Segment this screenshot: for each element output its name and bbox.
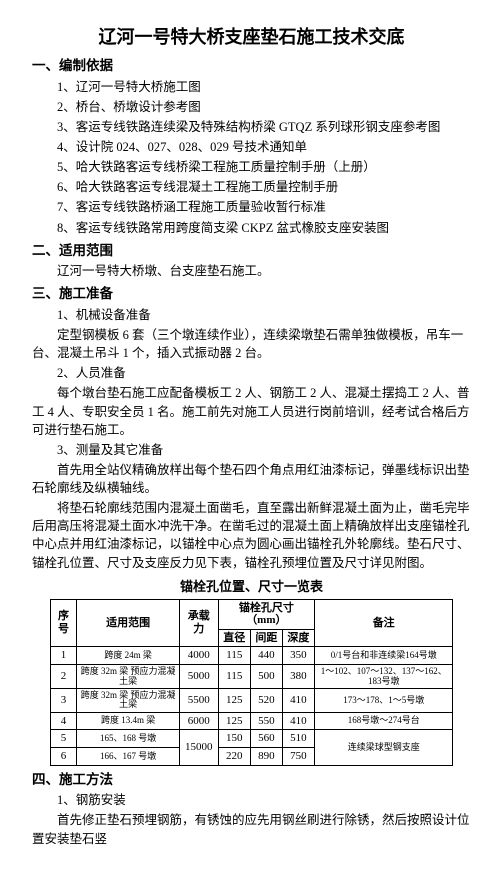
cell: 890 [250,748,282,766]
cell: 2 [50,665,77,689]
cell: 5 [50,730,77,748]
cell: 15000 [179,730,218,765]
th-remark: 备注 [314,599,452,647]
s3-body3a: 首先用全站仪精确放样出每个垫石四个角点用红油漆标记，弹墨线标识出垫石轮廓线及纵横… [32,461,471,497]
cell: 4000 [179,647,218,665]
cell: 440 [250,647,282,665]
cell: 500 [250,665,282,689]
section-heading-4: 四、施工方法 [32,770,471,790]
cell: 5000 [179,665,218,689]
s1-item: 6、哈大铁路客运专线混凝土工程施工质量控制手册 [57,178,471,196]
s4-body1: 首先修正垫石预埋钢筋，有锈蚀的应先用钢丝刷进行除锈，然后按照设计位置安装垫石竖 [32,811,471,847]
cell: 410 [282,712,314,730]
s3-body1: 定型钢模板 6 套（三个墩连续作业），连续梁墩垫石需单独做模板，吊车一台、混凝土… [32,326,471,362]
th-cap: 承载力 [179,599,218,647]
s1-item: 1、辽河一号特大桥施工图 [57,78,471,96]
cell: 520 [250,688,282,712]
cell: 跨度 32m 梁 预应力混凝土梁 [77,665,179,689]
th-bolt: 锚栓孔尺寸（mm） [218,599,314,629]
s2-body: 辽河一号特大桥墩、台支座垫石施工。 [57,262,471,280]
cell: 166、167 号墩 [77,748,179,766]
s1-item: 8、客运专线铁路常用跨度简支梁 CKPZ 盆式橡胶支座安装图 [57,219,471,237]
cell: 173～178、1～5号墩 [314,688,452,712]
section-heading-2: 二、适用范围 [32,241,471,261]
s1-item: 3、客运专线铁路连续梁及特殊结构桥梁 GTQZ 系列球形钢支座参考图 [57,118,471,136]
s1-item: 5、哈大铁路客运专线桥梁工程施工质量控制手册（上册） [57,158,471,176]
cell: 6000 [179,712,218,730]
th-scope: 适用范围 [77,599,179,647]
cell: 220 [218,748,250,766]
cell: 3 [50,688,77,712]
cell: 125 [218,712,250,730]
cell: 410 [282,688,314,712]
cell: 5500 [179,688,218,712]
s3-sub1: 1、机械设备准备 [57,306,471,324]
table-row: 3 跨度 32m 梁 预应力混凝土梁 5500 125 520 410 173～… [50,688,453,712]
cell: 380 [282,665,314,689]
cell: 1 [50,647,77,665]
table-title: 锚栓孔位置、尺寸一览表 [32,578,471,597]
th-gap: 间距 [250,629,282,647]
cell: 168号墩～274号台 [314,712,452,730]
cell: 115 [218,665,250,689]
cell: 350 [282,647,314,665]
cell: 550 [250,712,282,730]
table-row: 1 跨度 24m 梁 4000 115 440 350 0/1号台和非连续梁16… [50,647,453,665]
s3-body2: 每个墩台垫石施工应配备模板工 2 人、钢筋工 2 人、混凝土摆捣工 2 人、普工… [32,384,471,438]
cell: 6 [50,748,77,766]
s4-sub1: 1、钢筋安装 [57,791,471,809]
s3-sub2: 2、人员准备 [57,364,471,382]
cell: 连续梁球型钢支座 [314,730,452,765]
s3-body3b: 将垫石轮廓线范围内混凝土面凿毛，直至露出新鲜混凝土面为止，凿毛完毕后用高压将混凝… [32,499,471,572]
cell: 跨度 13.4m 梁 [77,712,179,730]
section-heading-3: 三、施工准备 [32,284,471,304]
cell: 0/1号台和非连续梁164号墩 [314,647,452,665]
cell: 4 [50,712,77,730]
cell: 150 [218,730,250,748]
s1-item: 4、设计院 024、027、028、029 号技术通知单 [57,138,471,156]
s1-item: 2、桥台、桥墩设计参考图 [57,98,471,116]
th-dia: 直径 [218,629,250,647]
cell: 跨度 32m 梁 预应力混凝土梁 [77,688,179,712]
s3-sub3: 3、测量及其它准备 [57,441,471,459]
s1-item: 7、客运专线铁路桥涵工程施工质量验收暂行标准 [57,198,471,216]
th-seq: 序号 [50,599,77,647]
table-row: 4 跨度 13.4m 梁 6000 125 550 410 168号墩～274号… [50,712,453,730]
cell: 跨度 24m 梁 [77,647,179,665]
cell: 1～102、107～132、137～162、183号墩 [314,665,452,689]
table-row: 5 165、168 号墩 15000 150 560 510 连续梁球型钢支座 [50,730,453,748]
page-title: 辽河一号特大桥支座垫石施工技术交底 [32,24,471,50]
table-row: 2 跨度 32m 梁 预应力混凝土梁 5000 115 500 380 1～10… [50,665,453,689]
section-heading-1: 一、编制依据 [32,56,471,76]
cell: 115 [218,647,250,665]
cell: 560 [250,730,282,748]
anchor-table: 序号 适用范围 承载力 锚栓孔尺寸（mm） 备注 直径 间距 深度 1 跨度 2… [50,599,454,766]
cell: 125 [218,688,250,712]
th-dep: 深度 [282,629,314,647]
cell: 510 [282,730,314,748]
cell: 750 [282,748,314,766]
cell: 165、168 号墩 [77,730,179,748]
